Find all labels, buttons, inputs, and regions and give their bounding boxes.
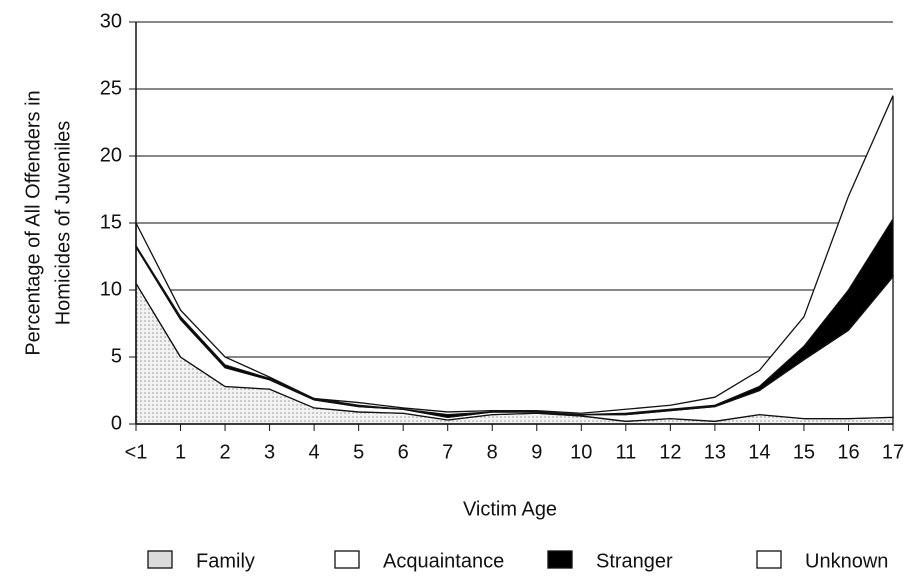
x-tick-label: 8 bbox=[487, 441, 498, 463]
legend-swatch bbox=[147, 550, 173, 569]
legend-label: Unknown bbox=[805, 550, 888, 572]
x-tick-label: <1 bbox=[125, 441, 148, 463]
x-tick-label: 10 bbox=[570, 441, 592, 463]
x-tick-label: 13 bbox=[704, 441, 726, 463]
x-tick-label: 9 bbox=[531, 441, 542, 463]
x-tick-label: 7 bbox=[442, 441, 453, 463]
x-tick-label: 14 bbox=[748, 441, 770, 463]
y-tick-label: 15 bbox=[100, 211, 122, 233]
x-tick-label: 6 bbox=[398, 441, 409, 463]
x-tick-label: 2 bbox=[219, 441, 230, 463]
x-tick-label: 11 bbox=[615, 441, 636, 463]
y-axis-label: Percentage of All Offenders in bbox=[22, 90, 44, 355]
legend-swatch bbox=[334, 550, 360, 569]
y-tick-label: 10 bbox=[100, 278, 122, 300]
area bbox=[135, 95, 894, 416]
legend-label: Family bbox=[196, 550, 255, 572]
legend-swatch bbox=[547, 550, 573, 569]
legend-swatch bbox=[756, 550, 782, 569]
legend-label: Stranger bbox=[596, 550, 673, 572]
x-tick-label: 16 bbox=[837, 441, 859, 463]
x-tick-label: 5 bbox=[353, 441, 364, 463]
y-tick-label: 25 bbox=[100, 77, 122, 99]
x-tick-label: 15 bbox=[793, 441, 815, 463]
y-axis-label: Homicides of Juveniles bbox=[52, 121, 74, 326]
x-tick-label: 17 bbox=[882, 441, 904, 463]
x-tick-label: 12 bbox=[659, 441, 681, 463]
y-tick-label: 20 bbox=[100, 144, 122, 166]
y-tick-label: 0 bbox=[111, 412, 122, 434]
legend-label: Acquaintance bbox=[383, 550, 504, 572]
x-tick-label: 3 bbox=[264, 441, 275, 463]
y-tick-label: 5 bbox=[111, 345, 122, 367]
x-tick-label: 4 bbox=[309, 441, 320, 463]
x-tick-label: 1 bbox=[175, 441, 186, 463]
x-axis-label: Victim Age bbox=[463, 498, 557, 520]
y-tick-label: 30 bbox=[100, 10, 122, 32]
